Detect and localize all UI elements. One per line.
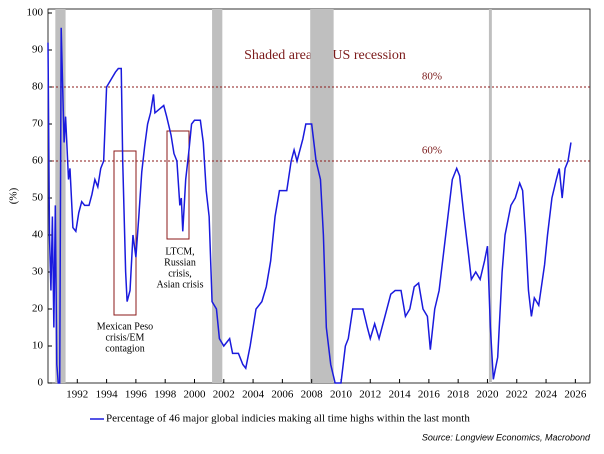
y-tick-label: 80 bbox=[32, 81, 44, 93]
x-tick-label: 2000 bbox=[183, 389, 206, 401]
y-tick-label: 40 bbox=[32, 229, 44, 241]
x-tick-label: 1992 bbox=[66, 389, 88, 401]
y-tick-label: 100 bbox=[27, 7, 44, 19]
x-tick-label: 2012 bbox=[359, 389, 381, 401]
y-tick-label: 10 bbox=[32, 340, 44, 352]
x-tick-label: 2026 bbox=[564, 389, 587, 401]
crisis-note: Russian bbox=[164, 257, 196, 268]
y-tick-label: 90 bbox=[32, 44, 44, 56]
y-tick-label: 60 bbox=[32, 155, 44, 167]
data-line bbox=[47, 27, 572, 384]
y-tick-label: 50 bbox=[32, 192, 44, 204]
x-tick-label: 2022 bbox=[506, 389, 528, 401]
crisis-note: LTCM, bbox=[165, 246, 194, 257]
crisis-note: crisis, bbox=[168, 268, 192, 279]
y-tick-label: 70 bbox=[32, 118, 44, 130]
crisis-note: Asian crisis bbox=[157, 279, 204, 290]
x-tick-label: 1994 bbox=[96, 389, 119, 401]
x-tick-label: 2006 bbox=[271, 389, 294, 401]
reference-label: 60% bbox=[422, 145, 442, 157]
x-tick-label: 2010 bbox=[330, 389, 353, 401]
x-tick-label: 2008 bbox=[301, 389, 324, 401]
x-tick-label: 1996 bbox=[125, 389, 148, 401]
crisis-note: Mexican Peso bbox=[97, 321, 153, 332]
crisis-note: crisis/EM bbox=[106, 332, 145, 343]
x-tick-label: 2002 bbox=[213, 389, 235, 401]
crisis-box bbox=[166, 130, 190, 240]
recession-shade bbox=[488, 9, 492, 383]
recession-shade bbox=[212, 9, 223, 383]
y-tick-label: 30 bbox=[32, 266, 44, 278]
x-tick-label: 2016 bbox=[418, 389, 441, 401]
crisis-box bbox=[113, 150, 137, 316]
y-tick-label: 0 bbox=[38, 377, 44, 389]
y-tick-label: 20 bbox=[32, 303, 44, 315]
crisis-note: contagion bbox=[105, 343, 144, 354]
x-tick-label: 1998 bbox=[154, 389, 177, 401]
legend-label: Percentage of 46 major global indicies m… bbox=[106, 413, 470, 425]
y-axis-label: (%) bbox=[8, 187, 20, 204]
x-tick-label: 2018 bbox=[447, 389, 470, 401]
x-tick-label: 2014 bbox=[389, 389, 412, 401]
x-tick-label: 2004 bbox=[242, 389, 265, 401]
source: Source: Longview Economics, Macrobond bbox=[422, 432, 591, 442]
reference-label: 80% bbox=[422, 71, 442, 83]
x-tick-label: 2020 bbox=[476, 389, 499, 401]
x-tick-label: 2024 bbox=[535, 389, 558, 401]
